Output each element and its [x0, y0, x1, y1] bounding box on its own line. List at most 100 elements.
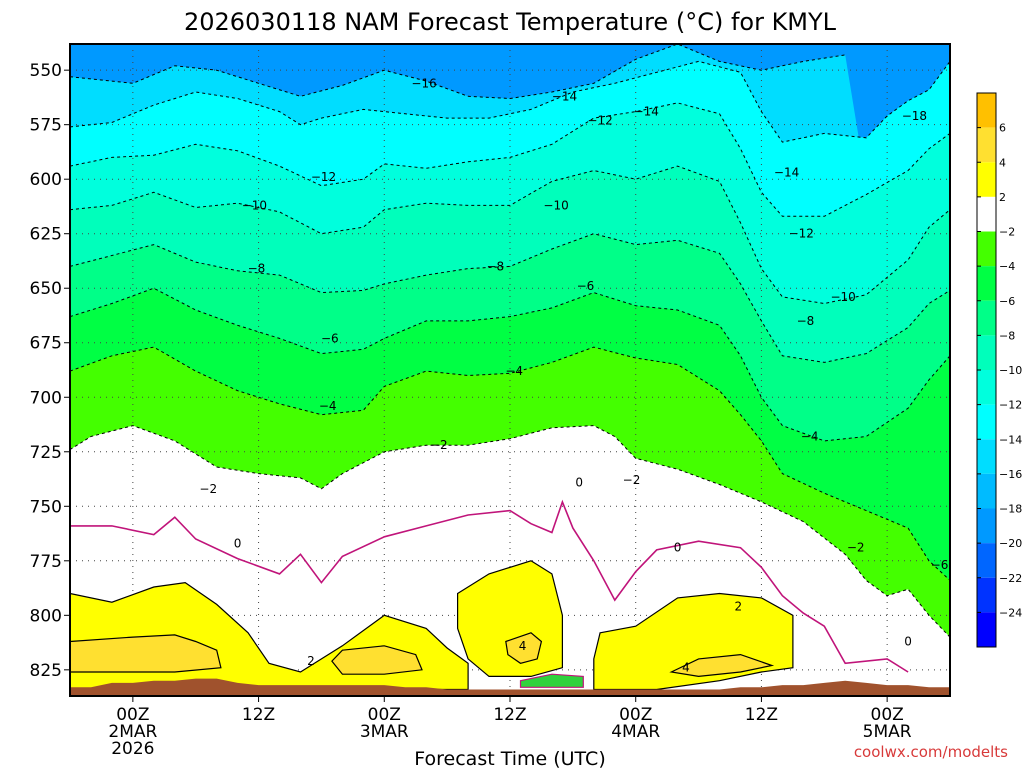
- credit-text: coolwx.com/modelts: [854, 743, 1008, 761]
- contour-label: −10: [242, 198, 267, 212]
- colorbar-label: 4: [999, 156, 1006, 169]
- contour-label: −2: [623, 473, 641, 487]
- y-tick-label: 575: [30, 116, 62, 136]
- isotherm-m16: [70, 44, 846, 100]
- terrain-ground: [70, 678, 950, 696]
- x-tick-label: 12Z: [242, 705, 275, 725]
- colorbar-label: −22: [999, 572, 1022, 585]
- x-tick-label: 3MAR: [360, 722, 409, 742]
- colorbar-label: −2: [999, 226, 1015, 239]
- y-tick-label: 600: [30, 170, 62, 190]
- y-tick-label: 825: [30, 661, 62, 681]
- x-tick-label: 00Z: [116, 705, 149, 725]
- x-tick-label: 5MAR: [863, 722, 912, 742]
- colorbar-swatch: [977, 370, 996, 405]
- colorbar-label: −18: [999, 503, 1022, 516]
- warm-area-4c-c: [505, 632, 543, 664]
- colorbar-swatch: [977, 162, 996, 197]
- contour-label: −8: [797, 314, 815, 328]
- colorbar-swatch: [977, 543, 996, 578]
- colorbar-label: −12: [999, 399, 1022, 412]
- x-tick-label: 4MAR: [611, 722, 660, 742]
- contour-label: −2: [430, 438, 448, 452]
- isotherm-m8: [70, 233, 950, 363]
- y-tick-label: 725: [30, 443, 62, 463]
- colorbar-swatch: [977, 473, 996, 509]
- colorbar-label: −24: [999, 606, 1022, 619]
- contour-label: 4: [682, 661, 690, 675]
- contour-label: 0: [234, 536, 242, 550]
- y-tick-label: 550: [30, 61, 62, 81]
- contour-label: −6: [321, 331, 339, 345]
- contour-label: −4: [801, 430, 819, 444]
- y-tick-label: 800: [30, 606, 62, 626]
- contour-label: −16: [411, 76, 436, 90]
- gridlines: [70, 44, 950, 696]
- contour-label: 0: [904, 634, 912, 648]
- colorbar-label: −8: [999, 329, 1015, 342]
- colorbar-label: −6: [999, 295, 1015, 308]
- contour-labels: −16 −14 −14 −18 −12 −12 −14 −10 −10 −12 −8 −8 −6 −10 −…: [199, 76, 948, 674]
- colorbar-label: −16: [999, 468, 1022, 481]
- contour-label: −18: [902, 109, 927, 123]
- colorbar-swatch: [977, 335, 996, 370]
- colorbar-swatch: [977, 93, 996, 128]
- contour-label: 0: [674, 541, 682, 555]
- contour-label: −2: [847, 541, 865, 555]
- warm-area-4c-a: [70, 634, 222, 673]
- colorbar-label: −10: [999, 364, 1022, 377]
- chart-title: 2026030118 NAM Forecast Temperature (°C)…: [184, 8, 837, 36]
- contour-label: 2: [735, 600, 743, 614]
- x-tick-label: 00Z: [368, 705, 401, 725]
- isotherms: [70, 44, 950, 673]
- x-tick-label: 00Z: [619, 705, 652, 725]
- colorbar-swatch: [977, 266, 996, 301]
- colorbar-label: −20: [999, 537, 1022, 550]
- y-tick-label: 625: [30, 225, 62, 245]
- x-tick-label: 2026: [111, 739, 154, 759]
- contour-label: 2: [307, 654, 315, 668]
- contour-label: −4: [319, 399, 337, 413]
- colorbar: 6 4 2 −2 −4 −6 −8 −10 −12 −14 −16 −18 −20 −22 −24: [976, 92, 1022, 648]
- colorbar-swatch: [977, 439, 996, 474]
- y-tick-label: 675: [30, 334, 62, 354]
- contour-label: −2: [199, 482, 217, 496]
- contour-label: −8: [486, 259, 504, 273]
- contour-label: −14: [774, 166, 799, 180]
- contour-label: −10: [543, 198, 568, 212]
- y-tick-label: 750: [30, 497, 62, 517]
- below-freezing-pocket: [519, 673, 584, 688]
- contour-label: −4: [505, 364, 523, 378]
- colorbar-swatch: [977, 404, 996, 440]
- contour-label: −8: [248, 262, 266, 276]
- colorbar-swatch: [977, 196, 996, 232]
- isotherm-m12: [70, 102, 950, 217]
- colorbar-label: −14: [999, 433, 1022, 446]
- contour-label: −14: [552, 89, 577, 103]
- y-tick-label: 650: [30, 279, 62, 299]
- contour-label: 0: [575, 475, 583, 489]
- contour-label: 4: [519, 639, 527, 653]
- y-tick-label: 700: [30, 388, 62, 408]
- warm-pockets: [70, 560, 794, 691]
- isotherm-m6: [70, 287, 950, 442]
- colorbar-label: 2: [999, 191, 1006, 204]
- x-tick-label: 12Z: [493, 705, 526, 725]
- isotherm-m4: [70, 346, 950, 581]
- colorbar-label: 6: [999, 122, 1006, 135]
- warm-area-4c-d: [669, 653, 775, 678]
- x-axis-label: Forecast Time (UTC): [414, 748, 605, 768]
- isotherm-m2: [70, 425, 950, 638]
- contour-label: −14: [634, 105, 659, 119]
- y-tick-label: 775: [30, 552, 62, 572]
- contour-label: −12: [789, 227, 814, 241]
- plot-area: [70, 44, 950, 696]
- contour-label: −10: [830, 290, 855, 304]
- colorbar-swatch: [977, 577, 996, 613]
- warm-area-4c-b: [331, 645, 423, 675]
- colorbar-swatch: [977, 127, 996, 163]
- colorbar-swatch: [977, 231, 996, 267]
- colorbar-swatch: [977, 300, 996, 336]
